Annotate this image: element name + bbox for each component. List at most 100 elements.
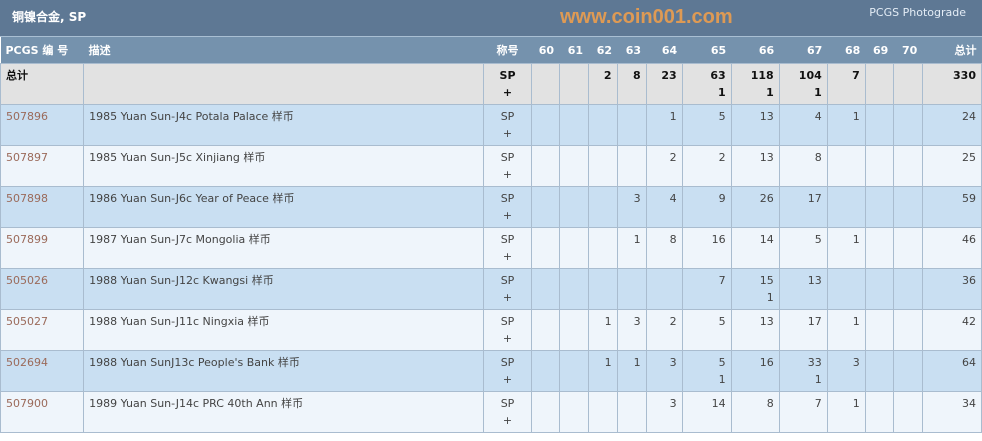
pcgs-number-link[interactable]: 507897: [6, 151, 48, 164]
designation-plus: +: [502, 414, 513, 427]
grade-cell-65: 5: [681, 309, 732, 351]
col-grade-69[interactable]: 69: [865, 37, 894, 64]
designation-plus: +: [502, 168, 513, 181]
grade-count: 2: [718, 151, 726, 164]
grade-cell-65: 7: [681, 268, 732, 310]
grade-count: 7: [814, 397, 822, 410]
grade-count: 1: [669, 110, 677, 123]
grade-cell-60: [530, 104, 560, 146]
grade-count: 13: [759, 110, 774, 123]
grade-count: 5: [718, 315, 726, 328]
grade-cell-70: [892, 63, 923, 105]
grade-cell-66: 15 1: [730, 268, 780, 310]
grade-cell-66: 16: [730, 350, 780, 392]
col-grade-65[interactable]: 65: [682, 37, 732, 64]
designation-cell: SP +: [483, 350, 532, 392]
grade-cell-67: 33 1: [778, 350, 828, 392]
grade-cell-64: 4: [645, 186, 683, 228]
pcgs-number-link[interactable]: 505027: [6, 315, 48, 328]
grade-cell-69: [864, 63, 894, 105]
row-total: 36: [921, 268, 982, 310]
pcgs-number-cell: 502694: [0, 350, 85, 392]
grade-count: 1: [633, 356, 641, 369]
col-designation[interactable]: 称号: [483, 37, 532, 64]
grade-cell-68: 3: [826, 350, 866, 392]
col-grade-62[interactable]: 62: [588, 37, 618, 64]
grade-cell-61: [558, 391, 589, 433]
table-row: 507900 1989 Yuan Sun-J14c PRC 40th Ann 样币…: [0, 391, 982, 433]
table-row: 507896 1985 Yuan Sun-J4c Potala Palace 样币…: [0, 104, 982, 146]
grade-cell-67: 17: [778, 309, 828, 351]
grade-cell-69: [864, 350, 894, 392]
grade-cell-60: [530, 63, 560, 105]
pcgs-number-link[interactable]: 505026: [6, 274, 48, 287]
table-row: 505026 1988 Yuan Sun-J12c Kwangsi 样币 SP +7 1…: [0, 268, 982, 310]
grade-cell-69: [864, 227, 894, 269]
desc-cell: [83, 63, 485, 105]
grade-count: 1: [604, 356, 612, 369]
col-grade-60[interactable]: 60: [531, 37, 560, 64]
grade-cell-69: [864, 391, 894, 433]
grade-cell-65: 2: [681, 145, 732, 187]
grade-cell-69: [864, 145, 894, 187]
grade-cell-62: [587, 391, 618, 433]
col-grade-61[interactable]: 61: [559, 37, 589, 64]
grade-cell-61: [558, 63, 589, 105]
grade-count: 15: [759, 274, 774, 287]
grade-count: 5: [814, 233, 822, 246]
grade-cell-64: 2: [645, 145, 683, 187]
grade-cell-60: [530, 227, 560, 269]
photograde-link[interactable]: PCGS Photograde: [869, 6, 966, 19]
pcgs-number-link[interactable]: 502694: [6, 356, 48, 369]
pcgs-number-cell: 505027: [0, 309, 85, 351]
pcgs-number-link[interactable]: 507896: [6, 110, 48, 123]
grade-count: 9: [718, 192, 726, 205]
designation: SP: [500, 192, 515, 205]
grade-cell-62: [587, 268, 618, 310]
grade-count: 33: [807, 356, 822, 369]
pcgs-number-link[interactable]: 507899: [6, 233, 48, 246]
table-row: 507899 1987 Yuan Sun-J7c Mongolia 样币 SP +1 8…: [0, 227, 982, 269]
col-grade-68[interactable]: 68: [827, 37, 866, 64]
designation-plus: +: [502, 332, 513, 345]
grade-count: 14: [711, 397, 726, 410]
grade-count: 1: [633, 233, 641, 246]
grade-cell-70: [892, 391, 923, 433]
grade-count: 16: [759, 356, 774, 369]
col-grade-66[interactable]: 66: [731, 37, 780, 64]
grade-cell-68: 1: [826, 227, 866, 269]
row-total: 24: [921, 104, 982, 146]
grade-cell-60: [530, 268, 560, 310]
grade-cell-65: 63 1: [681, 63, 732, 105]
col-grade-64[interactable]: 64: [646, 37, 683, 64]
grade-count: 2: [669, 151, 677, 164]
designation-cell: SP +: [483, 186, 532, 228]
designation: SP: [500, 397, 515, 410]
grade-cell-61: [558, 350, 589, 392]
col-grade-70[interactable]: 70: [893, 37, 923, 64]
col-pcgs[interactable]: PCGS 编 号: [0, 37, 84, 64]
col-desc[interactable]: 描述: [83, 37, 484, 64]
grade-count: 14: [759, 233, 774, 246]
row-total-value: 34: [962, 397, 976, 410]
grade-cell-62: [587, 227, 618, 269]
grade-cell-61: [558, 145, 589, 187]
row-total-value: 42: [962, 315, 976, 328]
desc-cell: 1987 Yuan Sun-J7c Mongolia 样币: [83, 227, 485, 269]
col-grade-67[interactable]: 67: [779, 37, 828, 64]
grade-cell-65: 14: [681, 391, 732, 433]
desc-cell: 1989 Yuan Sun-J14c PRC 40th Ann 样币: [83, 391, 485, 433]
grade-cell-70: [892, 268, 923, 310]
grade-count: 16: [711, 233, 726, 246]
col-total[interactable]: 总计: [922, 37, 982, 64]
grade-cell-60: [530, 350, 560, 392]
pcgs-number-link[interactable]: 507900: [6, 397, 48, 410]
pcgs-number-link[interactable]: 507898: [6, 192, 48, 205]
grade-cell-64: [645, 268, 683, 310]
grade-cell-64: 3: [645, 391, 683, 433]
designation-plus: +: [502, 127, 513, 140]
col-grade-63[interactable]: 63: [617, 37, 647, 64]
grade-cell-70: [892, 309, 923, 351]
grade-count: 1: [852, 110, 860, 123]
